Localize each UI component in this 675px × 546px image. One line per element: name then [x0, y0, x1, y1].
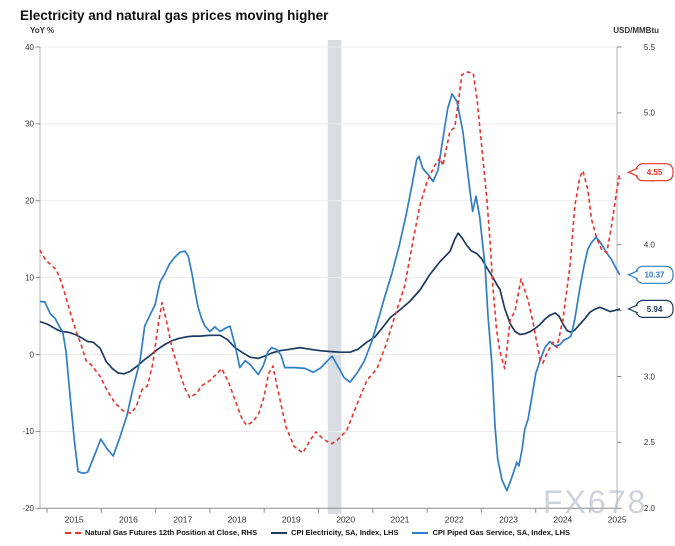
left-axis: 40 30 20 10 0 -10 -20	[22, 43, 41, 513]
legend: Natural Gas Futures 12th Position at Clo…	[0, 528, 655, 537]
left-tick-label: 0	[30, 350, 35, 359]
year-label: 2020	[336, 514, 355, 524]
year-label: 2024	[553, 514, 572, 524]
year-label: 2016	[119, 514, 138, 524]
year-label: 2021	[390, 514, 409, 524]
left-tick-label: 30	[25, 120, 34, 129]
callout-value: 5.94	[647, 305, 663, 314]
left-tick-label: 20	[25, 197, 34, 206]
watermark: FX678	[543, 484, 648, 520]
right-tick-label: 5.5	[644, 43, 656, 52]
year-label: 2018	[228, 514, 247, 524]
right-tick-label: 2.5	[644, 438, 656, 447]
right-tick-label: 4.0	[644, 241, 656, 250]
recession-band	[327, 40, 342, 514]
left-tick-label: -20	[22, 504, 34, 513]
year-label: 2023	[499, 514, 518, 524]
series-piped_gas	[39, 93, 621, 492]
page-title: Electricity and natural gas prices movin…	[20, 8, 329, 23]
series-natgas	[39, 71, 621, 454]
year-label: 2015	[65, 514, 84, 524]
year-label: 2019	[282, 514, 301, 524]
left-tick-label: -10	[22, 427, 34, 436]
callout-value: 4.55	[647, 168, 663, 177]
legend-label: CPI Electricity, SA, Index, LHS	[291, 528, 399, 537]
right-tick-label: 3.0	[644, 372, 656, 381]
right-tick-label: 5.0	[644, 109, 656, 118]
callout-electricity: 5.94	[626, 299, 674, 318]
legend-swatch-dashed-line	[64, 531, 81, 534]
year-label: 2022	[445, 514, 464, 524]
left-tick-label: 10	[25, 273, 34, 282]
gridlines	[40, 46, 617, 432]
legend-label: CPI Piped Gas Service, SA, Index, LHS	[432, 528, 571, 537]
x-axis: 2015 2016 2017 2018 2019 2020 2021 2022 2023 2024…	[40, 507, 627, 524]
legend-label: Natural Gas Futures 12th Position at Clo…	[84, 528, 258, 537]
legend-item-0: Natural Gas Futures 12th Position at Clo…	[64, 528, 258, 537]
callout-piped_gas: 10.37	[626, 265, 674, 284]
callout-value: 10.37	[644, 271, 665, 280]
right-axis-caption: USD/MMBtu	[613, 26, 659, 35]
series-electricity	[39, 232, 621, 375]
legend-item-1: CPI Electricity, SA, Index, LHS	[271, 528, 398, 537]
year-label: 2017	[173, 514, 192, 524]
legend-swatch-line	[271, 531, 288, 534]
year-label: 2025	[608, 514, 627, 524]
right-tick-label: 2.0	[644, 504, 656, 513]
legend-item-2: CPI Piped Gas Service, SA, Index, LHS	[412, 528, 570, 537]
callout-natgas: 4.55	[626, 163, 674, 182]
left-axis-caption: YoY %	[30, 26, 55, 35]
left-tick-label: 40	[25, 43, 34, 52]
legend-swatch-line	[412, 531, 429, 534]
